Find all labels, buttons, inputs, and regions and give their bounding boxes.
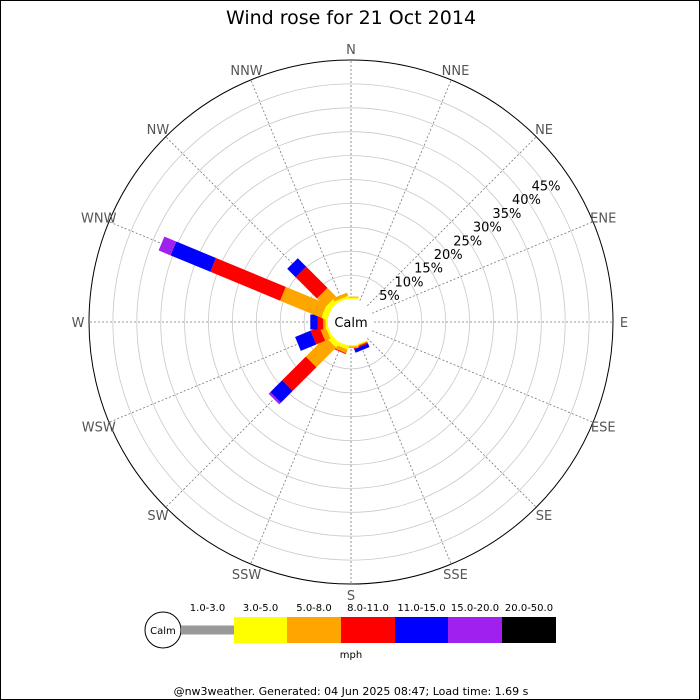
direction-label-ssw: SSW — [232, 568, 262, 583]
chart-title: Wind rose for 21 Oct 2014 — [226, 7, 476, 29]
bar-nw-8.0-11.0 — [295, 266, 328, 299]
direction-label-nw: NW — [147, 123, 170, 138]
bar-w-11.0-15.0 — [310, 314, 318, 330]
grid-ring — [184, 155, 518, 489]
percent-label: 10% — [395, 275, 424, 290]
percent-label: 25% — [453, 234, 482, 249]
bar-sw-5.0-8.0 — [305, 337, 336, 368]
bar-wsw-11.0-15.0 — [295, 330, 317, 351]
bar-nw-5.0-8.0 — [316, 287, 336, 307]
direction-label-s: S — [347, 589, 355, 604]
percent-label: 20% — [434, 248, 463, 263]
direction-label-wnw: WNW — [81, 212, 117, 227]
direction-label-w: W — [72, 316, 85, 331]
bar-sw-8.0-11.0 — [282, 356, 317, 391]
direction-label-e: E — [620, 316, 628, 331]
outer-ring — [88, 59, 614, 585]
wind-rose-bars — [158, 236, 370, 405]
legend-swatch-8.0-11.0 — [341, 617, 395, 643]
grid-ring — [279, 250, 423, 394]
percent-label: 15% — [414, 262, 443, 277]
legend-label-15.0-20.0: 15.0-20.0 — [451, 603, 499, 614]
grid-ring — [255, 226, 447, 418]
legend: Calm mph 1.0-3.0 3.0-5.0 5.0-8.0 8.0-11.0 11… — [144, 603, 556, 661]
direction-label-nne: NNE — [442, 64, 470, 79]
direction-label-wsw: WSW — [82, 420, 116, 435]
calm-circle: Calm — [328, 299, 374, 345]
direction-label-ene: ENE — [590, 212, 616, 227]
grid-ring — [136, 107, 566, 537]
polar-grid: N NNE NE ENE E ESE SE SSE S SSW SW WSW W WNW NW NNW 5%10… — [72, 43, 629, 604]
legend-label-5.0-8.0: 5.0-8.0 — [296, 603, 331, 614]
direction-label-se: SE — [536, 509, 552, 524]
grid-ring — [231, 202, 470, 441]
direction-label-sw: SW — [147, 509, 168, 524]
percent-label: 40% — [512, 193, 541, 208]
bar-sse-11.0-15.0 — [354, 343, 370, 353]
percent-label: 35% — [492, 207, 521, 222]
bar-w-8.0-11.0 — [317, 314, 324, 330]
direction-label-ne: NE — [535, 123, 553, 138]
bar-nw-11.0-15.0 — [287, 258, 307, 278]
direction-label-ese: ESE — [591, 420, 616, 435]
legend-label-3.0-5.0: 3.0-5.0 — [243, 603, 278, 614]
legend-label-20.0-50.0: 20.0-50.0 — [505, 603, 553, 614]
legend-swatch-15.0-20.0 — [448, 617, 502, 643]
grid-ring — [208, 179, 494, 465]
bar-sw-15.0-20.0 — [268, 392, 281, 405]
bar-nnw-3.0-5.0 — [334, 295, 350, 304]
bar-sw-11.0-15.0 — [270, 380, 293, 403]
percent-label: 30% — [473, 221, 502, 236]
percent-label: 5% — [379, 289, 400, 304]
footer-text: @nw3weather. Generated: 04 Jun 2025 08:4… — [174, 685, 529, 698]
legend-label-11.0-15.0: 11.0-15.0 — [397, 603, 445, 614]
bar-wnw-15.0-20.0 — [158, 236, 177, 256]
calm-label: Calm — [334, 316, 367, 331]
direction-label-nnw: NNW — [230, 64, 262, 79]
legend-swatch-20.0-50.0 — [502, 617, 556, 643]
legend-unit-label: mph — [340, 650, 362, 661]
percent-label: 45% — [532, 179, 561, 194]
grid-ring — [112, 83, 590, 561]
legend-swatch-1.0-3.0 — [181, 625, 234, 635]
direction-label-sse: SSE — [443, 568, 468, 583]
bar-wnw-11.0-15.0 — [170, 241, 216, 272]
bar-wnw-5.0-8.0 — [280, 286, 327, 318]
direction-label-n: N — [346, 43, 356, 58]
legend-label-1.0-3.0: 1.0-3.0 — [190, 603, 225, 614]
legend-calm-label: Calm — [150, 626, 176, 637]
grid-ring — [160, 131, 542, 513]
bar-wnw-8.0-11.0 — [210, 258, 286, 301]
legend-label-8.0-11.0: 8.0-11.0 — [347, 603, 389, 614]
bar-ssw-8.0-11.0 — [332, 347, 347, 355]
bar-nnw-5.0-8.0 — [333, 292, 349, 302]
legend-swatch-5.0-8.0 — [287, 617, 341, 643]
legend-swatch-3.0-5.0 — [234, 617, 287, 643]
legend-swatch-11.0-15.0 — [395, 617, 448, 643]
bar-wsw-8.0-11.0 — [310, 327, 326, 345]
grid-ring — [303, 274, 399, 370]
